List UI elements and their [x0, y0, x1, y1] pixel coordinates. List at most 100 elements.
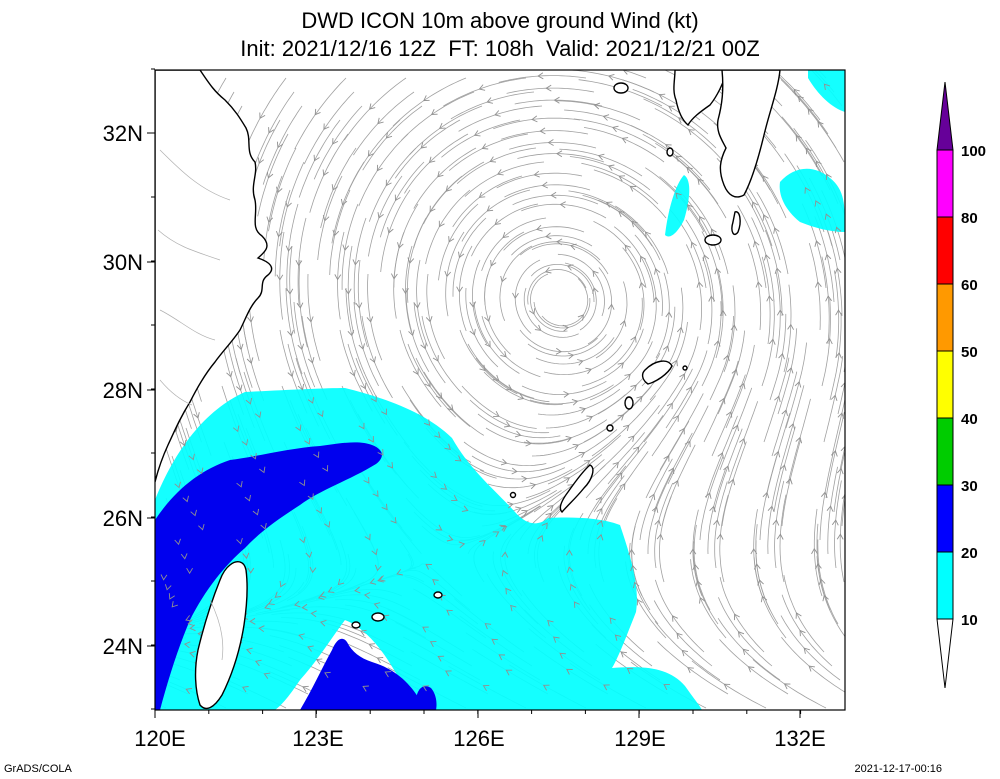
streamline — [337, 231, 345, 320]
stream-arrow — [815, 562, 822, 570]
stream-arrow — [811, 547, 818, 555]
wind-band-20-30-south — [300, 638, 425, 710]
stream-arrow — [636, 395, 643, 403]
streamline — [779, 385, 805, 471]
stream-arrow — [630, 564, 637, 572]
streamline — [539, 429, 618, 471]
stream-arrow — [569, 583, 577, 591]
stream-arrow — [776, 309, 784, 316]
stream-arrow — [815, 160, 822, 167]
stream-arrow — [252, 508, 260, 516]
streamline — [779, 494, 787, 583]
stream-arrow — [757, 579, 764, 586]
stream-arrow — [841, 494, 845, 499]
stream-arrow — [570, 243, 577, 251]
stream-arrow — [246, 357, 254, 364]
stream-arrow — [236, 384, 243, 392]
stream-arrow — [390, 273, 398, 280]
stream-arrow — [369, 356, 376, 364]
stream-arrow — [713, 519, 720, 526]
stream-arrow — [541, 181, 548, 189]
stream-arrow — [286, 288, 294, 295]
stream-arrow — [423, 95, 430, 102]
stream-arrow — [276, 186, 283, 194]
colorbar-segment-60-80 — [936, 216, 954, 285]
stream-arrow — [186, 567, 193, 575]
stream-arrow — [469, 328, 476, 336]
streamline — [523, 419, 608, 444]
streamline — [821, 298, 831, 387]
streamline — [297, 217, 307, 306]
stream-arrow — [364, 533, 371, 541]
stream-arrow — [631, 220, 638, 228]
colorbar-segment-40-50 — [936, 350, 954, 419]
streamline — [394, 119, 461, 179]
stream-arrow — [359, 629, 367, 637]
stream-arrow — [730, 324, 738, 331]
streamline — [298, 259, 308, 348]
stream-arrow — [795, 612, 802, 619]
stream-arrow — [633, 446, 640, 453]
stream-arrow — [690, 241, 697, 249]
stream-arrow — [752, 201, 759, 209]
stream-arrow — [834, 267, 842, 274]
stream-arrow — [447, 404, 454, 411]
streamline — [529, 384, 614, 405]
colorbar-segment-10-20 — [936, 551, 954, 620]
streamline — [441, 119, 521, 158]
colorbar-top-arrow — [936, 81, 954, 151]
streamline — [702, 257, 713, 345]
stream-arrow — [656, 533, 664, 540]
y-axis: 32N 30N 28N 26N 24N — [103, 121, 155, 659]
streamline — [416, 259, 428, 347]
x-tick-label: 129E — [614, 726, 665, 751]
stream-arrow — [766, 295, 774, 302]
stream-arrow — [299, 479, 306, 487]
tanegashima — [731, 211, 741, 236]
korea-south — [673, 70, 729, 127]
streamline — [764, 230, 783, 316]
stream-arrow — [266, 216, 274, 223]
stream-arrow — [160, 574, 168, 581]
stream-arrow — [799, 629, 806, 637]
stream-arrow — [767, 505, 775, 512]
stream-arrow — [274, 591, 282, 598]
stream-arrow — [834, 226, 842, 234]
streamline — [519, 241, 601, 261]
stream-arrow — [807, 108, 814, 115]
stream-arrow — [486, 97, 493, 104]
streamline — [471, 259, 488, 345]
streamline — [569, 156, 651, 191]
stream-arrow — [502, 231, 509, 239]
stream-arrow — [817, 121, 824, 128]
stream-arrow — [786, 367, 794, 374]
stream-arrow — [264, 603, 271, 610]
stream-arrow — [324, 521, 331, 528]
stream-arrow — [332, 229, 340, 237]
stream-arrow — [510, 604, 517, 612]
stream-arrow — [679, 373, 686, 380]
streamline — [535, 337, 615, 365]
streamline — [473, 301, 520, 374]
streamline — [685, 244, 703, 331]
stream-arrow — [174, 481, 181, 489]
footer-timestamp: 2021-12-17-00:16 — [854, 763, 942, 775]
streamline — [279, 231, 285, 320]
streamline — [294, 77, 347, 150]
stream-arrow — [830, 394, 838, 402]
stream-arrow — [602, 114, 610, 121]
streamline — [379, 161, 425, 238]
streamline — [655, 272, 670, 359]
tokunoshima — [624, 396, 634, 410]
stream-arrow — [337, 578, 345, 586]
streamline — [475, 357, 550, 403]
stream-arrow — [831, 450, 838, 457]
streamline — [521, 203, 607, 219]
streamline — [317, 175, 343, 261]
streamline — [517, 153, 605, 163]
stream-arrow — [491, 638, 498, 645]
streamline — [461, 189, 531, 242]
stream-arrow — [174, 538, 181, 546]
stream-arrow — [607, 73, 615, 81]
x-tick-label: 132E — [774, 726, 825, 751]
